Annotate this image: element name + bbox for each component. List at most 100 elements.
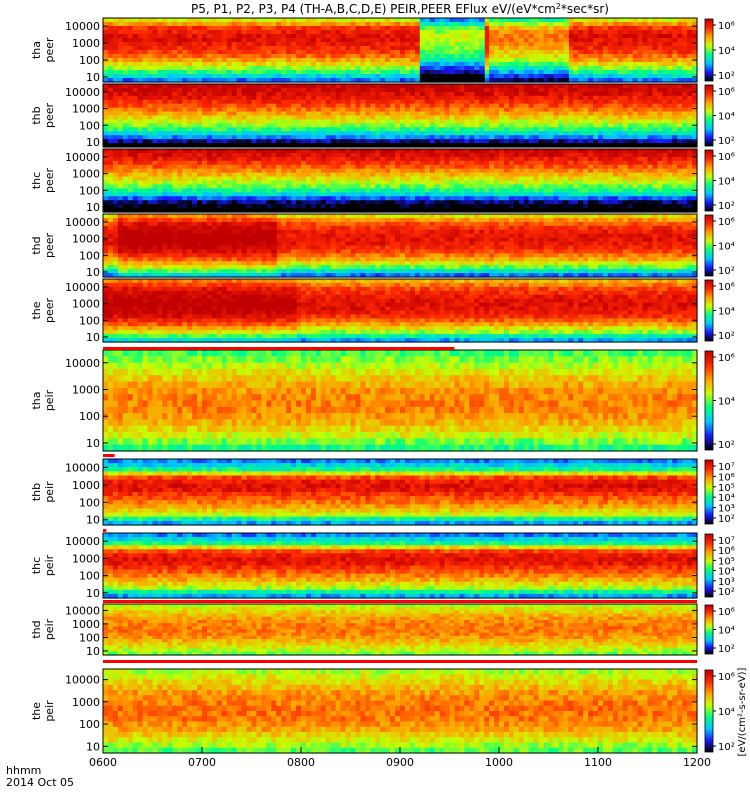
event-0-cell [439,74,446,79]
colorbar-tick-label: 10² [718,514,735,525]
event-0-cell [271,330,277,335]
event-1-cell [523,54,530,59]
colorbar-tick-label: 10⁴ [718,112,735,123]
event-0-cell [424,54,431,59]
event-0-cell [281,330,287,335]
event-0-cell [103,282,109,288]
event-0-cell [162,241,168,247]
event-0-cell [266,294,272,300]
event-1-cell [489,78,495,83]
event-0-cell [152,298,159,304]
event-0-cell [261,229,267,235]
event-0-cell [221,233,228,239]
event-0-cell [281,302,287,308]
event-0-cell [439,34,446,39]
event-0-cell [266,217,272,223]
event-0-cell [241,322,248,327]
event-0-cell [122,233,129,239]
event-0-cell [122,334,129,339]
event-0-cell [231,225,238,231]
event-1-cell [533,22,540,27]
event-1-cell [518,22,525,27]
y-tick-label: 1000 [72,233,100,246]
event-0-cell [127,282,134,288]
event-0-cell [256,261,262,266]
event-0-cell [281,286,287,292]
event-0-cell [187,279,193,284]
event-0-cell [177,237,183,243]
event-0-cell [202,261,208,266]
panel-probe-label: thb [30,483,43,501]
event-0-cell [103,338,109,343]
event-1-cell [508,38,515,43]
title-end: *sec*sr) [561,2,609,16]
event-0-cell [256,233,262,239]
event-0-cell [202,302,208,308]
event-0-cell [464,78,470,83]
event-1-cell [513,62,520,67]
event-1-cell [523,70,530,75]
event-0-cell [117,322,124,327]
event-0-cell [291,310,297,316]
event-1-cell [553,74,559,79]
event-0-cell [464,58,470,63]
event-0-cell [241,214,248,219]
event-1-cell [543,38,550,43]
event-0-cell [142,265,149,270]
event-1-cell [548,30,555,35]
event-0-cell [479,30,485,35]
event-0-cell [152,330,159,335]
panel-frame [102,83,698,148]
event-0-cell [197,334,203,339]
panel-frame [102,532,698,599]
event-0-cell [266,286,272,292]
colorbar [704,604,714,655]
event-0-cell [167,290,173,296]
event-0-cell [286,294,292,300]
event-0-cell [117,237,124,243]
event-0-cell [197,294,203,300]
event-0-cell [182,318,188,323]
event-0-cell [226,294,233,300]
event-0-cell [276,338,282,343]
event-0-cell [226,257,233,262]
event-0-cell [241,279,248,284]
event-0-cell [137,217,144,223]
event-1-cell [518,38,525,43]
event-1-cell [533,46,540,51]
event-1-cell [538,62,545,67]
event-1-cell [553,66,559,71]
event-1-cell [523,50,530,55]
colorbar-tick-label: 10⁴ [718,397,735,408]
event-0-cell [157,338,163,343]
event-0-cell [251,229,258,235]
event-0-cell [469,18,475,23]
y-tick-label: 100 [79,570,100,583]
event-0-cell [454,38,460,43]
event-0-cell [231,306,238,312]
colorbar-tick-label: 10⁶ [718,672,735,683]
event-0-cell [281,310,287,316]
event-0-cell [256,286,262,292]
event-0-cell [206,338,213,343]
event-0-cell [276,282,282,288]
event-0-cell [122,298,129,304]
event-0-cell [236,249,243,254]
event-0-cell [419,26,426,31]
y-tick-label: 10000 [65,357,100,370]
event-0-cell [439,42,446,47]
event-0-cell [187,310,193,316]
event-0-cell [192,279,198,284]
event-0-cell [103,294,109,300]
event-0-cell [192,249,198,254]
y-tick-label: 1000 [72,618,100,631]
event-0-cell [117,302,124,308]
event-0-cell [122,282,129,288]
spectrogram-image [103,149,698,213]
event-0-cell [157,214,163,219]
event-0-cell [241,314,248,319]
panel-frame [102,17,698,83]
event-0-cell [197,249,203,254]
event-0-cell [142,225,149,231]
